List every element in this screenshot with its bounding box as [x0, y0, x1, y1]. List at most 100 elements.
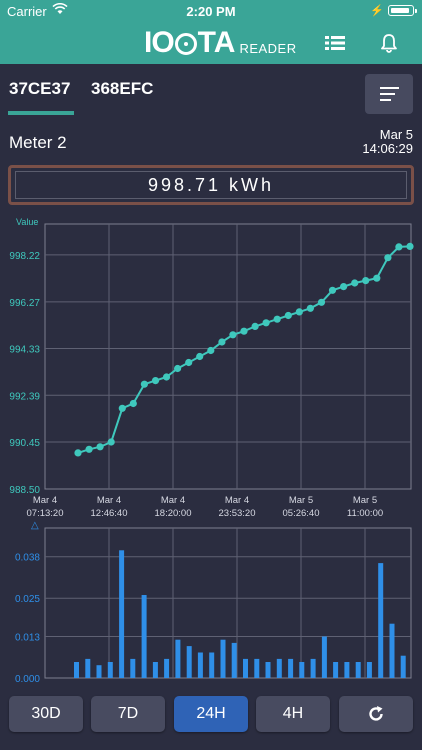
- meter-tabs: 37CE37 368EFC: [0, 64, 422, 120]
- line-point: [107, 438, 115, 446]
- bar: [152, 662, 158, 678]
- line-chart-xtick-date: Mar 5: [289, 495, 313, 506]
- bar: [141, 595, 147, 678]
- line-point: [251, 322, 259, 330]
- line-point: [306, 304, 314, 312]
- range-bar: 30D 7D 24H 4H: [0, 690, 422, 750]
- refresh-button[interactable]: [339, 696, 413, 732]
- bar-chart-ytick: 0.025: [15, 594, 40, 605]
- line-point: [262, 319, 270, 327]
- sort-button[interactable]: [365, 74, 413, 114]
- range-4h-button[interactable]: 4H: [256, 696, 330, 732]
- line-chart-ytick: 994.33: [9, 345, 40, 356]
- line-point: [240, 327, 248, 335]
- range-24h-button[interactable]: 24H: [174, 696, 248, 732]
- charts: Value 998.22 996.27 994.33 992.39 990.45 988.5…: [0, 212, 422, 690]
- status-time: 2:20 PM: [186, 4, 236, 19]
- refresh-icon: [369, 706, 383, 721]
- line-point: [406, 242, 414, 250]
- line-point: [118, 404, 126, 412]
- bar: [243, 658, 248, 678]
- bar: [164, 658, 170, 678]
- line-point: [317, 298, 326, 306]
- line-point: [196, 352, 204, 361]
- bar-chart-ytick: 0.013: [15, 633, 40, 644]
- line-point: [340, 283, 348, 291]
- meter-reading-display: 998.71 kWh: [8, 165, 414, 205]
- bar: [276, 658, 282, 678]
- bar: [107, 662, 113, 678]
- bar: [175, 639, 181, 678]
- bar: [310, 658, 316, 678]
- meter-name: Meter 2: [9, 133, 67, 152]
- line-chart-xtick-time: 11:00:00: [347, 508, 383, 519]
- line-point: [74, 449, 82, 457]
- tab-meter-2[interactable]: 368EFC: [91, 79, 154, 98]
- bar: [288, 658, 294, 678]
- line-chart-ytick: 988.50: [9, 485, 40, 496]
- bar: [130, 658, 136, 678]
- line-chart-frame: [44, 223, 412, 490]
- bar: [400, 655, 406, 678]
- line-point: [218, 338, 226, 346]
- line-chart-xtick-time: 18:20:00: [155, 508, 192, 519]
- reading-timestamp: Mar 5 14:06:29: [362, 128, 413, 156]
- line-chart-xtick-time: 12:46:40: [91, 508, 128, 519]
- bar: [96, 665, 102, 678]
- bar: [186, 646, 192, 678]
- range-30d-button[interactable]: 30D: [9, 696, 83, 732]
- line-point: [384, 254, 392, 262]
- line-point: [96, 443, 104, 451]
- tab-meter-1[interactable]: 37CE37: [9, 79, 71, 98]
- bar: [254, 658, 260, 678]
- carrier-label: Carrier: [7, 4, 47, 19]
- bar-chart-ytick: 0.038: [15, 553, 40, 564]
- battery-icon: [388, 5, 417, 16]
- bar: [333, 662, 339, 678]
- bar: [378, 563, 384, 678]
- line-point: [185, 358, 193, 367]
- bar: [119, 550, 125, 678]
- reading-date: Mar 5: [379, 127, 413, 142]
- reading-time: 14:06:29: [362, 141, 413, 156]
- bell-icon[interactable]: [378, 33, 400, 53]
- line-chart-xtick-date: Mar 4: [161, 495, 185, 506]
- bar: [299, 662, 305, 678]
- line-point: [373, 274, 381, 282]
- line-point: [229, 331, 237, 339]
- bar-chart-frame: [44, 527, 412, 679]
- line-chart-xtick-date: Mar 4: [97, 495, 121, 506]
- logo-meter-icon: [174, 33, 197, 55]
- line-point: [151, 377, 160, 385]
- line-chart-ytick: 996.27: [9, 298, 40, 309]
- line-point: [362, 277, 370, 285]
- list-icon[interactable]: [324, 33, 346, 53]
- app-logo: IO TA READER: [144, 28, 297, 58]
- bar-chart-ytick: 0.000: [15, 674, 40, 685]
- bar: [389, 623, 395, 678]
- line-point: [207, 346, 215, 355]
- line-chart-xtick-date: Mar 5: [353, 495, 377, 506]
- bar: [197, 652, 203, 678]
- meter-reading-value: 998.71 kWh: [15, 171, 407, 199]
- bar: [355, 662, 361, 678]
- charging-icon: ⚡: [370, 5, 384, 17]
- sort-lines-icon: [380, 87, 399, 101]
- charts-svg: Value 998.22 996.27 994.33 992.39 990.45 988.5…: [9, 217, 414, 685]
- line-chart-xtick-time: 07:13:20: [27, 508, 64, 519]
- line-point: [174, 364, 182, 373]
- wifi-icon: [52, 3, 68, 14]
- logo-ta: TA: [197, 26, 236, 59]
- line-point: [140, 380, 148, 388]
- line-point: [284, 311, 292, 320]
- line-chart-ytick: 992.39: [9, 391, 40, 402]
- line-point: [295, 308, 303, 316]
- line-point: [162, 373, 171, 381]
- range-7d-button[interactable]: 7D: [91, 696, 165, 732]
- line-chart-xtick-date: Mar 4: [33, 495, 57, 506]
- status-bar: Carrier 2:20 PM ⚡: [0, 0, 422, 22]
- bar: [231, 642, 237, 678]
- line-chart-ytick: 998.22: [9, 251, 40, 262]
- bar-chart-ylabel: △: [31, 520, 39, 531]
- bar: [74, 662, 79, 678]
